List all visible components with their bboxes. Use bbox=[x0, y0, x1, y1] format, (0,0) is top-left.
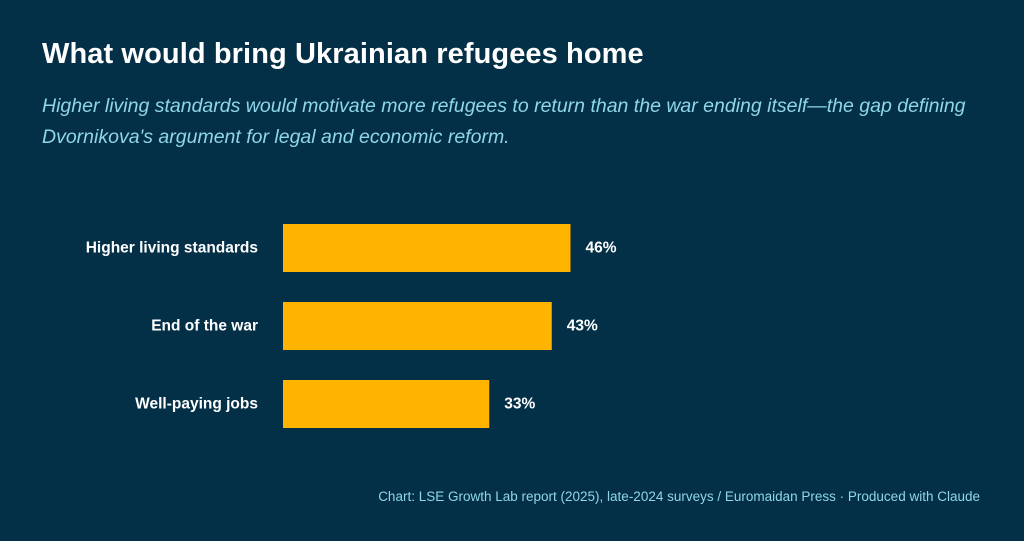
chart-title: What would bring Ukrainian refugees home bbox=[42, 38, 644, 70]
value-label: 43% bbox=[567, 318, 598, 335]
value-label: 46% bbox=[586, 240, 617, 257]
bar bbox=[283, 380, 490, 428]
category-label: End of the war bbox=[151, 318, 258, 335]
bar bbox=[283, 224, 571, 272]
category-label: Well-paying jobs bbox=[135, 396, 258, 413]
value-label: 33% bbox=[504, 396, 535, 413]
chart-source-note: Chart: LSE Growth Lab report (2025), lat… bbox=[378, 489, 980, 504]
chart-subtitle: Higher living standards would motivate m… bbox=[42, 95, 966, 148]
bar bbox=[283, 302, 552, 350]
category-label: Higher living standards bbox=[86, 240, 258, 257]
bars-layer: Higher living standards 46% End of the war… bbox=[86, 224, 617, 428]
